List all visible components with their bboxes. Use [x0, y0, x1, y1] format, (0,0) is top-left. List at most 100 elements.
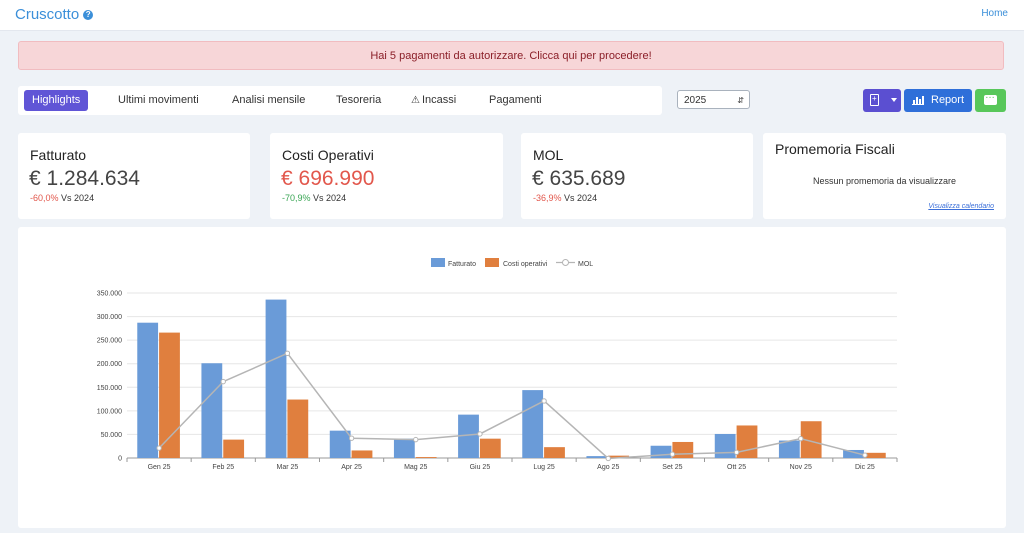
- tab-label: Analisi mensile: [232, 94, 306, 106]
- tab-analisi-mensile[interactable]: Analisi mensile: [224, 90, 313, 111]
- y-tick-label: 100.000: [97, 408, 122, 415]
- bar-fatturato[interactable]: [458, 414, 479, 458]
- point-mol[interactable]: [541, 398, 547, 404]
- x-tick-label: Feb 25: [212, 464, 234, 471]
- chat-button[interactable]: [975, 89, 1006, 112]
- tab-label: Tesoreria: [336, 94, 382, 106]
- tab-pagamenti[interactable]: Pagamenti: [481, 90, 550, 111]
- bar-fatturato[interactable]: [265, 299, 287, 458]
- card-title: Costi Operativi: [282, 147, 374, 163]
- bar-costi-operativi[interactable]: [672, 441, 694, 458]
- page-title: Cruscotto: [15, 6, 80, 23]
- card-delta: -36,9% Vs 2024: [533, 193, 597, 203]
- bar-costi-operativi[interactable]: [544, 447, 565, 458]
- home-link[interactable]: Home: [981, 8, 1008, 19]
- legend-swatch-fatturato[interactable]: [431, 258, 445, 267]
- empty-reminders-message: Nessun promemoria da visualizzare: [812, 176, 957, 186]
- question-circle-icon[interactable]: ?: [83, 10, 94, 21]
- bar-fatturato[interactable]: [137, 322, 159, 458]
- tab-highlights[interactable]: Highlights: [24, 90, 89, 111]
- point-mol[interactable]: [284, 350, 291, 357]
- pending-payments-alert[interactable]: Hai 5 pagamenti da autorizzare. Clicca q…: [18, 41, 1004, 70]
- tab-label: Ultimi movimenti: [118, 94, 199, 106]
- card-title: MOL: [533, 147, 564, 163]
- bar-costi-operativi[interactable]: [223, 439, 245, 458]
- card-value: € 696.990: [281, 167, 375, 190]
- chevron-updown-icon: ⇵: [737, 96, 744, 105]
- point-mol[interactable]: [605, 455, 611, 462]
- x-tick-label: Gen 25: [148, 464, 171, 471]
- line-mol: [158, 352, 866, 460]
- x-tick-label: Nov 25: [790, 464, 812, 471]
- x-tick-label: Ago 25: [597, 464, 619, 471]
- tab-ultimi-movimenti[interactable]: Ultimi movimenti: [110, 90, 207, 111]
- x-tick-label: Ott 25: [727, 464, 746, 471]
- point-mol[interactable]: [477, 431, 483, 437]
- chat-bubble-icon: [984, 90, 997, 105]
- combo-chart: Fatturato Costi operativi MOL 0 50.000 100…: [97, 258, 898, 471]
- y-tick-label: 50.000: [101, 432, 123, 439]
- bar-costi-operativi[interactable]: [608, 455, 630, 458]
- tab-label: Highlights: [32, 94, 81, 106]
- x-tick-label: Mag 25: [404, 464, 427, 471]
- chart-legend: Fatturato Costi operativi MOL: [431, 258, 593, 268]
- point-mol[interactable]: [862, 452, 868, 458]
- bar-costi-operativi[interactable]: [287, 399, 309, 458]
- year-select[interactable]: 2025 ⇵: [677, 90, 750, 109]
- bar-costi-operativi[interactable]: [800, 421, 822, 458]
- card-value: € 1.284.634: [29, 167, 140, 190]
- bar-costi-operativi[interactable]: [864, 452, 886, 458]
- card-mol: MOL € 635.689 -36,9% Vs 2024: [521, 133, 753, 219]
- bar-fatturato[interactable]: [586, 456, 608, 458]
- delta-percent: -60,0%: [30, 193, 59, 203]
- bar-costi-operativi[interactable]: [736, 425, 758, 458]
- tab-label: Pagamenti: [489, 94, 542, 106]
- bar-fatturato[interactable]: [201, 363, 223, 458]
- calendar-link[interactable]: Visualizza calendario: [928, 203, 994, 210]
- x-tick-label: Giu 25: [470, 464, 491, 471]
- point-mol[interactable]: [413, 436, 419, 443]
- brand: Cruscotto?: [15, 6, 94, 23]
- delta-compare: Vs 2024: [564, 193, 598, 203]
- x-tick-label: Apr 25: [341, 464, 362, 471]
- bar-fatturato[interactable]: [393, 438, 415, 458]
- tab-tesoreria[interactable]: Tesoreria: [328, 90, 389, 111]
- card-value: € 635.689: [532, 167, 626, 190]
- bar-fatturato[interactable]: [778, 440, 800, 458]
- legend-swatch-costi[interactable]: [485, 258, 499, 267]
- bar-costi-operativi[interactable]: [159, 332, 180, 458]
- bar-fatturato[interactable]: [843, 449, 864, 458]
- card-title: Promemoria Fiscali: [775, 141, 895, 157]
- point-mol[interactable]: [733, 449, 740, 456]
- card-fatturato: Fatturato € 1.284.634 -60,0% Vs 2024: [18, 133, 250, 219]
- chart-panel: Fatturato Costi operativi MOL 0 50.000 100…: [18, 227, 1006, 528]
- point-mol[interactable]: [798, 435, 804, 442]
- bar-costi-operativi[interactable]: [351, 450, 373, 458]
- card-delta: -70,9% Vs 2024: [282, 193, 346, 203]
- top-bar: Cruscotto? Home: [0, 0, 1024, 31]
- warning-triangle-icon: ⚠: [411, 95, 420, 106]
- new-document-dropdown-button[interactable]: [863, 89, 901, 112]
- report-button[interactable]: Report: [904, 89, 972, 112]
- tab-label: Incassi: [421, 94, 457, 106]
- legend-label-fatturato: Fatturato: [448, 261, 476, 268]
- delta-compare: Vs 2024: [61, 193, 95, 203]
- y-tick-label: 300.000: [97, 314, 122, 321]
- bar-costi-operativi[interactable]: [415, 457, 437, 458]
- delta-compare: Vs 2024: [313, 193, 347, 203]
- delta-percent: -36,9%: [533, 193, 562, 203]
- bar-fatturato[interactable]: [522, 390, 544, 458]
- point-mol[interactable]: [156, 445, 162, 451]
- point-mol[interactable]: [348, 435, 355, 441]
- bar-costi-operativi[interactable]: [479, 438, 501, 458]
- point-mol[interactable]: [669, 451, 676, 457]
- point-mol[interactable]: [220, 378, 226, 385]
- tab-incassi[interactable]: ⚠ Incassi: [403, 90, 464, 111]
- legend-label-mol: MOL: [578, 261, 593, 268]
- add-document-icon: [870, 94, 879, 106]
- report-label: Report: [931, 94, 965, 106]
- bar-chart-icon: [912, 96, 924, 105]
- bar-fatturato[interactable]: [714, 433, 736, 458]
- x-tick-label: Lug 25: [533, 464, 555, 471]
- bar-fatturato[interactable]: [329, 430, 351, 458]
